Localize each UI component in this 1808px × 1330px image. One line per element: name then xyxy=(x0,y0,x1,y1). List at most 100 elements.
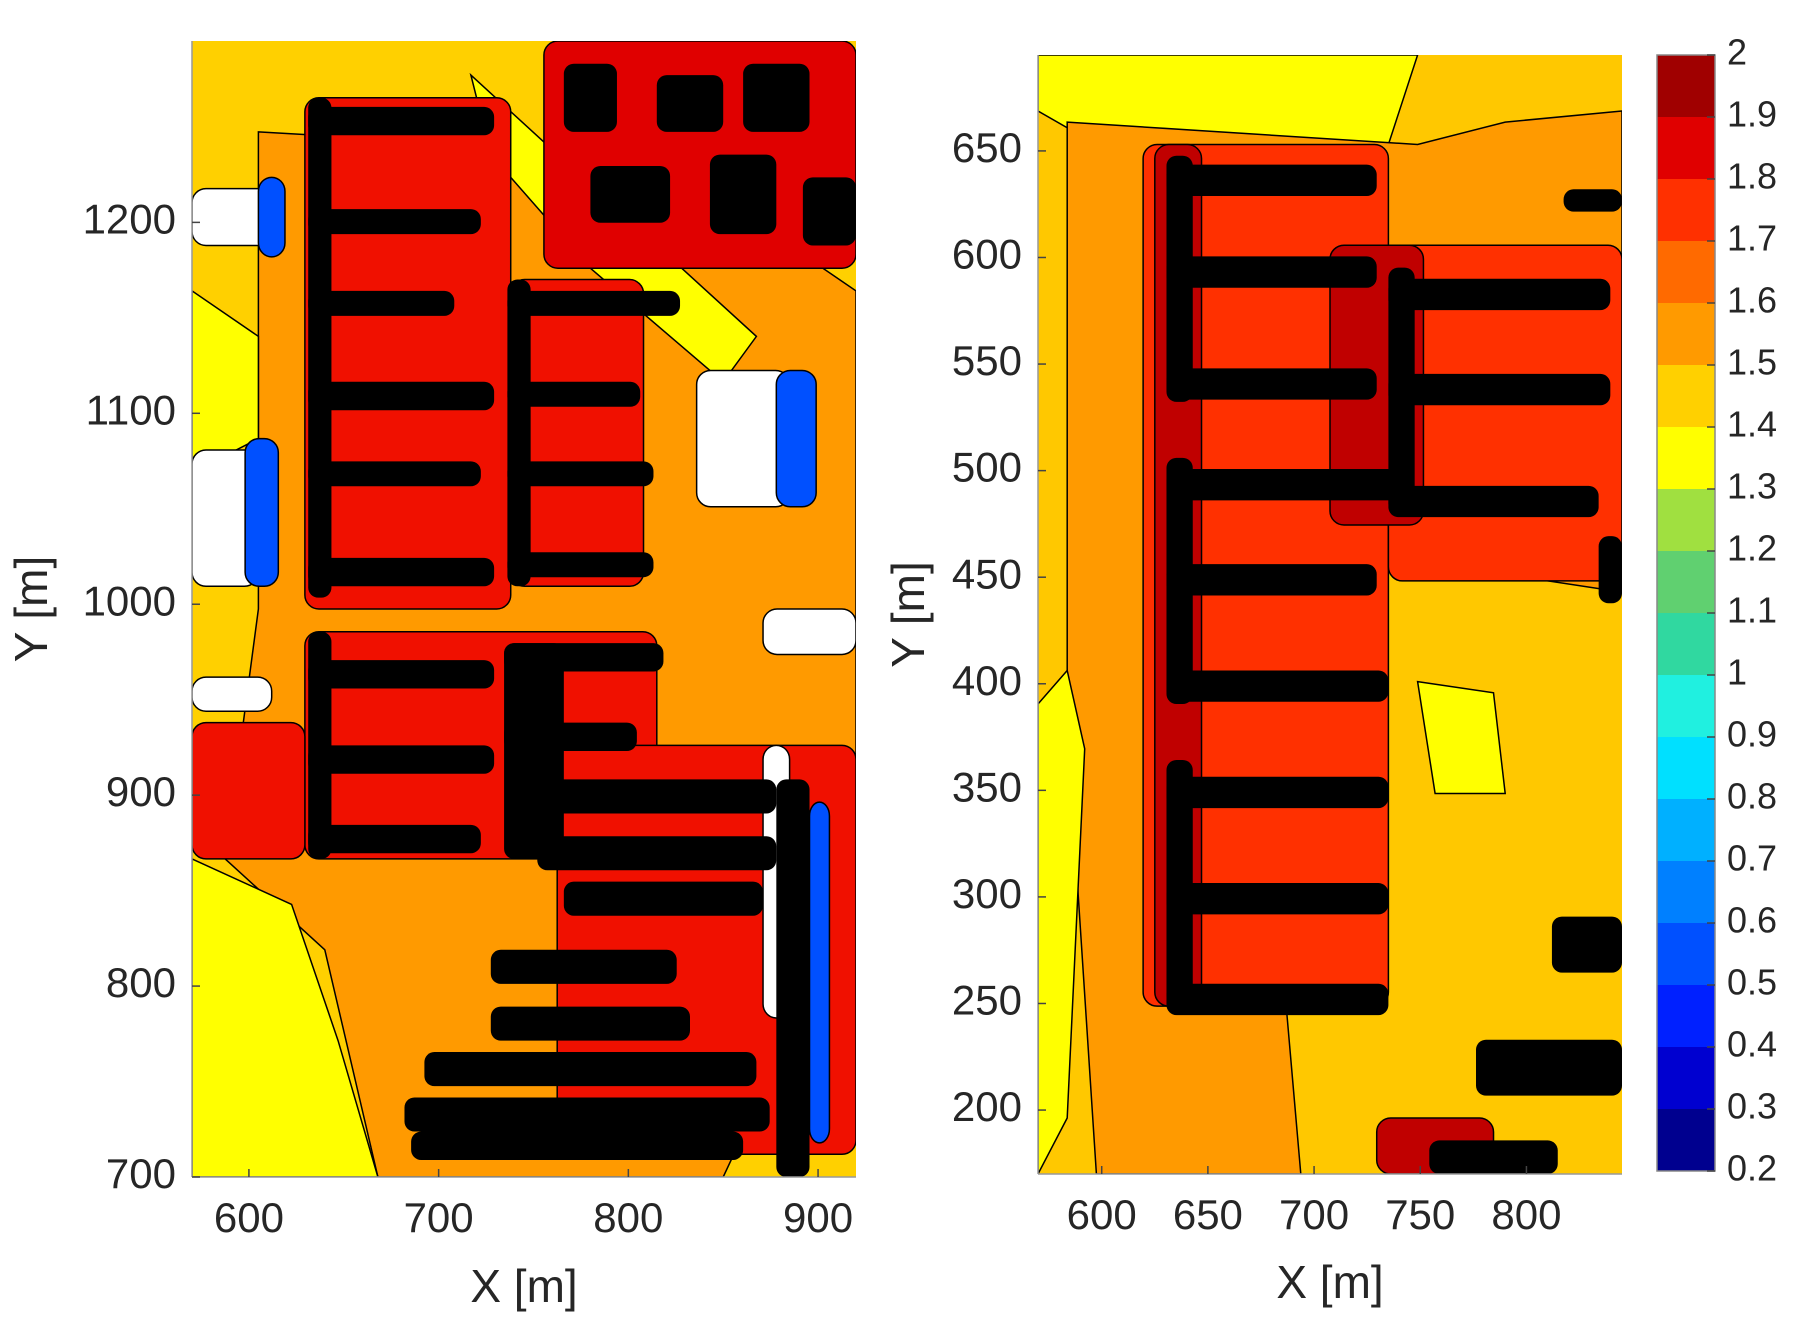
building xyxy=(308,745,495,774)
building xyxy=(424,1052,757,1087)
building xyxy=(308,290,455,316)
colorbar-tick-label: 1.4 xyxy=(1727,404,1777,445)
y-tick-label: 650 xyxy=(952,124,1022,171)
x-tick-label: 800 xyxy=(1491,1191,1561,1238)
building xyxy=(656,75,724,132)
colorbar-segment xyxy=(1657,1047,1715,1109)
building xyxy=(1563,189,1622,212)
x-axis-label: X [m] xyxy=(1276,1256,1383,1308)
building xyxy=(490,949,677,984)
colorbar-tick-label: 1.3 xyxy=(1727,466,1777,507)
building xyxy=(507,381,641,407)
colorbar-segment xyxy=(1657,675,1715,737)
building xyxy=(524,779,777,814)
contour-region xyxy=(304,97,512,610)
colorbar-tick-label: 1.1 xyxy=(1727,590,1777,631)
colorbar-segment xyxy=(1657,365,1715,427)
building xyxy=(1166,759,1193,1007)
colorbar-tick-label: 1.6 xyxy=(1727,280,1777,321)
building xyxy=(308,660,495,689)
building xyxy=(504,643,664,672)
building xyxy=(1476,1039,1622,1096)
y-tick-label: 700 xyxy=(106,1150,176,1197)
building xyxy=(308,97,332,598)
y-tick-label: 800 xyxy=(106,959,176,1006)
x-tick-label: 750 xyxy=(1385,1191,1455,1238)
building xyxy=(411,1131,744,1160)
contour-region xyxy=(192,721,306,860)
building xyxy=(1166,368,1377,400)
contour-region xyxy=(1038,668,1086,1174)
colorbar-segment xyxy=(1657,427,1715,489)
colorbar-segment xyxy=(1657,551,1715,613)
colorbar-segment xyxy=(1657,241,1715,303)
contour-region xyxy=(1416,680,1507,795)
building xyxy=(537,836,777,871)
building xyxy=(1388,278,1611,311)
building xyxy=(1388,485,1599,518)
building xyxy=(1166,670,1389,702)
colorbar-segment xyxy=(1657,179,1715,241)
building xyxy=(308,557,495,587)
building xyxy=(308,106,495,136)
building xyxy=(1166,564,1377,596)
contour-region xyxy=(775,369,817,508)
building xyxy=(507,461,654,487)
building xyxy=(563,63,617,132)
y-tick-label: 450 xyxy=(952,550,1022,597)
contour-region xyxy=(808,801,831,1144)
y-axis-label: Y [m] xyxy=(5,556,57,663)
y-tick-label: 600 xyxy=(952,231,1022,278)
contour-region xyxy=(192,858,379,1177)
colorbar-segment xyxy=(1657,303,1715,365)
x-tick-label: 600 xyxy=(1067,1191,1137,1238)
colorbar-segment xyxy=(1657,799,1715,861)
building xyxy=(404,1097,770,1132)
x-tick-label: 700 xyxy=(1279,1191,1349,1238)
building xyxy=(507,290,681,316)
building xyxy=(590,165,671,223)
colorbar-tick-label: 0.5 xyxy=(1727,962,1777,1003)
colorbar-tick-label: 1 xyxy=(1727,652,1747,693)
colorbar-tick-label: 0.7 xyxy=(1727,838,1777,879)
contour-region xyxy=(762,608,856,656)
colorbar-tick-label: 2 xyxy=(1727,32,1747,73)
building xyxy=(709,154,777,235)
y-tick-label: 350 xyxy=(952,763,1022,810)
x-tick-label: 700 xyxy=(404,1194,474,1241)
colorbar-tick-label: 1.9 xyxy=(1727,94,1777,135)
building xyxy=(490,1006,690,1041)
y-tick-label: 300 xyxy=(952,870,1022,917)
x-tick-label: 650 xyxy=(1173,1191,1243,1238)
colorbar-segment xyxy=(1657,985,1715,1047)
x-tick-label: 800 xyxy=(593,1194,663,1241)
colorbar-segment xyxy=(1657,737,1715,799)
x-tick-label: 600 xyxy=(214,1194,284,1241)
y-tick-label: 1200 xyxy=(83,195,176,242)
colorbar-tick-label: 0.3 xyxy=(1727,1086,1777,1127)
colorbar-segment xyxy=(1657,613,1715,675)
building xyxy=(1166,776,1389,809)
colorbar-segment xyxy=(1657,1109,1715,1171)
contour-region xyxy=(257,176,286,258)
contour-field xyxy=(192,41,856,1177)
colorbar-tick-label: 1.2 xyxy=(1727,528,1777,569)
y-tick-label: 900 xyxy=(106,768,176,815)
colorbar-tick-label: 0.6 xyxy=(1727,900,1777,941)
building xyxy=(1166,164,1377,196)
y-tick-label: 200 xyxy=(952,1083,1022,1130)
x-tick-label: 900 xyxy=(783,1194,853,1241)
contour-region xyxy=(244,437,280,588)
building xyxy=(1166,983,1389,1016)
colorbar-segment xyxy=(1657,489,1715,551)
building xyxy=(802,177,856,246)
building xyxy=(308,209,481,235)
building xyxy=(743,63,810,132)
colorbar-tick-label: 0.4 xyxy=(1727,1024,1777,1065)
building xyxy=(308,461,481,487)
building xyxy=(1598,536,1622,604)
colorbar-segment xyxy=(1657,117,1715,179)
colorbar-tick-label: 1.8 xyxy=(1727,156,1777,197)
